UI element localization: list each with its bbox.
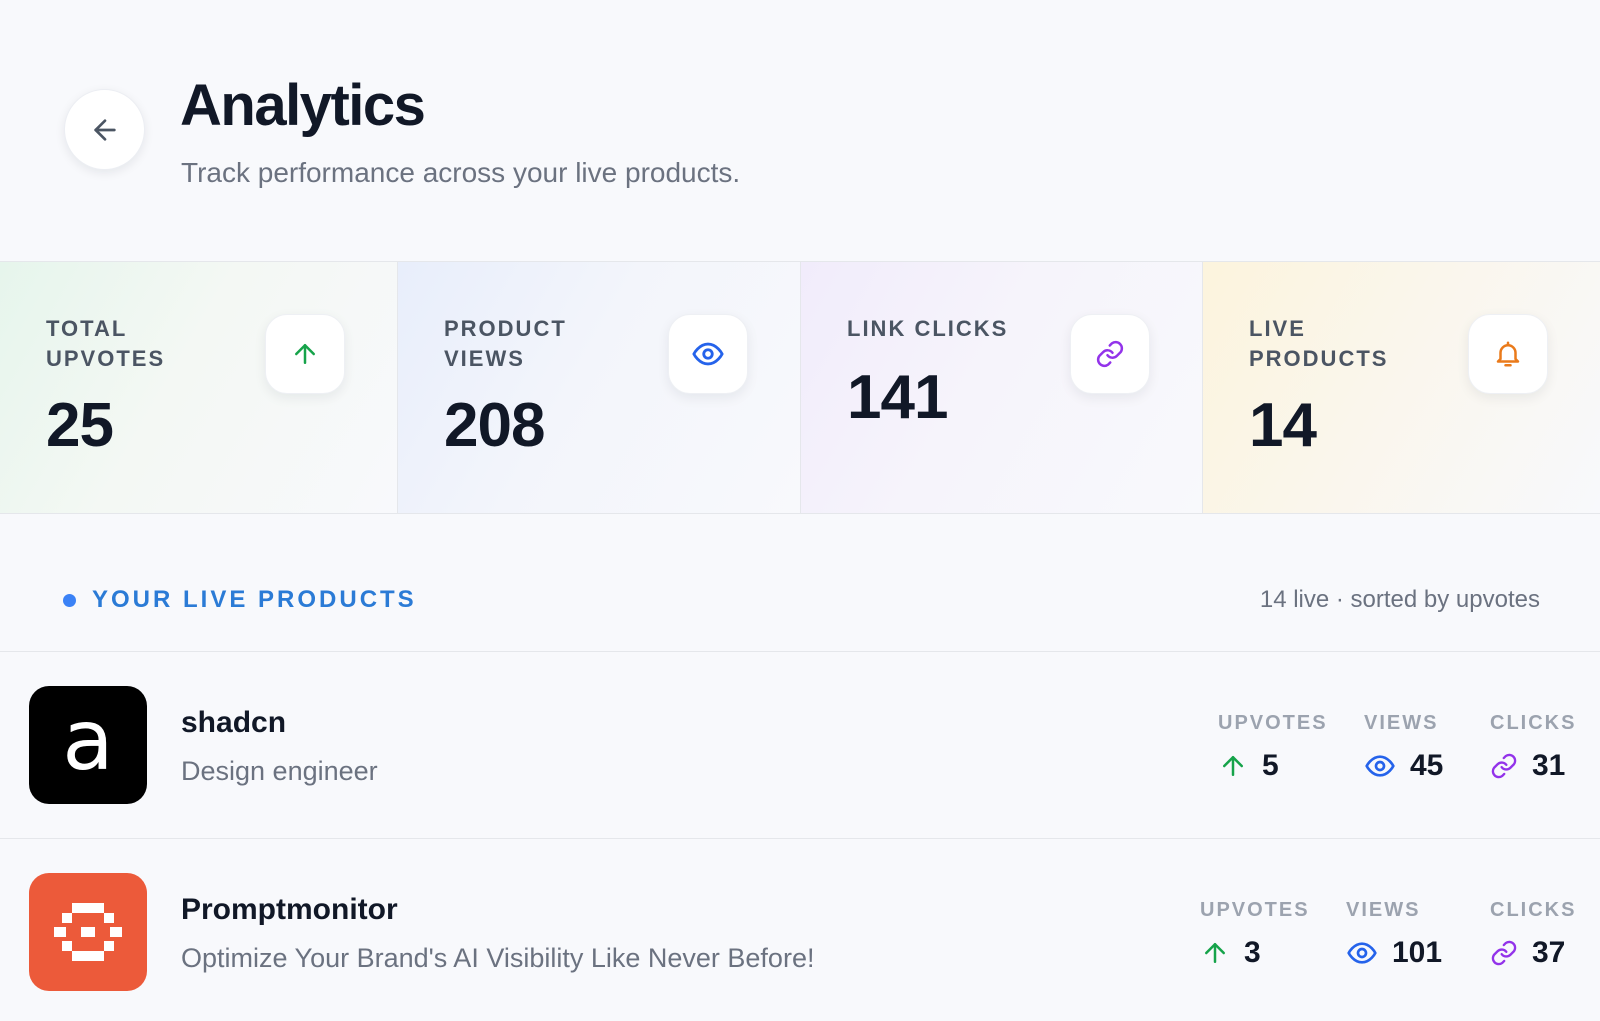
link-icon [1491,753,1517,779]
stat-card-product-views: PRODUCT VIEWS 208 [398,262,801,513]
bell-icon [1496,341,1520,367]
stat-card-live-products: LIVE PRODUCTS 14 [1203,262,1600,513]
stat-label: LINK CLICKS [847,316,1009,341]
metric-views: VIEWS 45 [1364,710,1443,784]
section-title: YOUR LIVE PRODUCTS [92,586,417,613]
logo-letter: a [62,691,114,789]
stat-label: TOTAL UPVOTES [46,316,166,371]
metric-label: CLICKS [1490,712,1577,734]
upvotes-value: 3 [1244,936,1261,969]
link-icon [1491,940,1517,966]
metric-label: VIEWS [1364,712,1439,734]
stat-label: LIVE PRODUCTS [1249,316,1389,371]
live-products-section-header: YOUR LIVE PRODUCTS 14 live · sorted by u… [0,514,1600,652]
product-description: Optimize Your Brand's AI Visibility Like… [181,943,815,973]
stat-icon-box [265,314,345,394]
product-logo: a [29,686,147,804]
views-value: 45 [1410,749,1444,782]
stat-card-link-clicks: LINK CLICKS 141 [801,262,1203,513]
arrow-left-icon [93,118,116,141]
metric-clicks: CLICKS 37 [1490,897,1576,971]
eye-icon [1365,755,1395,777]
page-title: Analytics [180,73,426,138]
metric-label: UPVOTES [1218,712,1328,734]
arrow-up-icon [1205,943,1225,963]
product-row[interactable]: a shadcn Design engineer UPVOTES 5 VIEWS… [0,652,1600,839]
section-dot [63,594,76,607]
stat-label: PRODUCT VIEWS [444,316,567,371]
arrow-up-icon [1223,756,1243,776]
product-name[interactable]: shadcn [181,706,287,739]
clicks-value: 37 [1532,936,1566,969]
metric-label: UPVOTES [1200,899,1310,921]
section-meta: 14 live · sorted by upvotes [1259,586,1540,613]
metric-label: CLICKS [1490,899,1577,921]
stat-value: 14 [1249,391,1317,460]
stat-icon-box [1070,314,1150,394]
metric-clicks: CLICKS 31 [1490,710,1576,784]
metric-upvotes: UPVOTES 3 [1200,897,1310,971]
stat-value: 208 [444,391,545,460]
clicks-value: 31 [1532,749,1566,782]
stats-row: TOTAL UPVOTES 25 PRODUCT VIEWS 208 LINK … [0,261,1600,514]
product-name[interactable]: Promptmonitor [181,893,398,926]
metric-views: VIEWS 101 [1346,897,1442,971]
views-value: 101 [1392,936,1443,969]
metric-upvotes: UPVOTES 5 [1218,710,1328,784]
arrow-up-icon [295,344,315,364]
stat-value: 25 [46,391,114,460]
page-subtitle: Track performance across your live produ… [181,157,741,188]
stat-card-total-upvotes: TOTAL UPVOTES 25 [0,262,398,513]
stat-icon-box [668,314,748,394]
product-logo [29,873,147,991]
page-header: Analytics Track performance across your … [0,0,1600,262]
stat-value: 141 [847,363,948,432]
link-icon [1096,340,1124,368]
product-row[interactable]: Promptmonitor Optimize Your Brand's AI V… [0,839,1600,1021]
back-button[interactable] [64,89,145,170]
product-description: Design engineer [181,756,378,786]
upvotes-value: 5 [1262,749,1279,782]
metric-label: VIEWS [1346,899,1421,921]
eye-icon [692,342,724,366]
eye-icon [1347,942,1377,964]
promptmonitor-logo-icon [54,903,122,961]
stat-icon-box [1468,314,1548,394]
